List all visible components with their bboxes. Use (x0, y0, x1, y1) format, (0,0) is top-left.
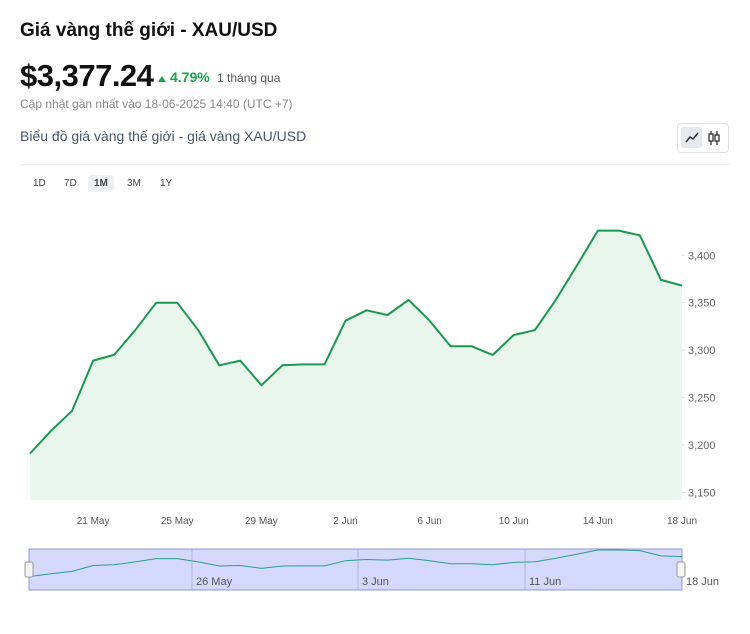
x-tick-label: 29 May (245, 516, 278, 527)
change: 4.79% (170, 69, 210, 85)
x-tick-label: 18 Jun (667, 516, 697, 527)
navigator-label: 18 Jun (686, 576, 719, 588)
y-tick-label: 3,250 (688, 393, 716, 405)
divider (20, 164, 730, 165)
x-tick-label: 25 May (161, 516, 194, 527)
range-button[interactable]: 1M (88, 175, 114, 192)
range-button[interactable]: 3M (127, 178, 141, 189)
y-tick-label: 3,350 (688, 298, 716, 310)
range-button[interactable]: 1D (33, 178, 46, 189)
y-tick-label: 3,150 (688, 487, 716, 499)
range-button[interactable]: 1Y (160, 178, 173, 189)
x-tick-label: 14 Jun (583, 516, 613, 527)
x-tick-label: 6 Jun (417, 516, 441, 527)
navigator-label: 26 May (196, 576, 233, 588)
x-tick-label: 10 Jun (499, 516, 529, 527)
navigator-window (28, 548, 683, 591)
y-tick-label: 3,300 (688, 345, 716, 357)
line-icon (685, 132, 699, 143)
range-button[interactable]: 7D (64, 178, 77, 189)
chart-heading: Biểu đồ giá vàng thế giới - giá vàng XAU… (20, 128, 307, 144)
price: $3,377.24 (20, 58, 154, 93)
y-tick-label: 3,400 (688, 250, 716, 262)
period: 1 tháng qua (217, 71, 281, 85)
x-tick-label: 2 Jun (333, 516, 357, 527)
navigator-handle[interactable] (24, 561, 34, 578)
x-tick-label: 21 May (77, 516, 110, 527)
navigator-handle[interactable] (676, 561, 686, 578)
price-line (29, 229, 683, 455)
mode-icons (681, 127, 720, 148)
navigator-label: 3 Jun (362, 576, 389, 588)
y-tick-label: 3,200 (688, 440, 716, 452)
area-fill (30, 230, 682, 500)
updated-time: Cập nhật gần nhất vào 18-06-2025 14:40 (… (20, 97, 293, 111)
candle-mode-button[interactable] (708, 131, 720, 145)
up-arrow (158, 76, 166, 82)
chart-mode-toggle (677, 123, 729, 153)
navigator-label: 11 Jun (529, 576, 561, 588)
navigator-line (29, 549, 683, 577)
page-title: Giá vàng thế giới - XAU/USD (20, 20, 278, 41)
